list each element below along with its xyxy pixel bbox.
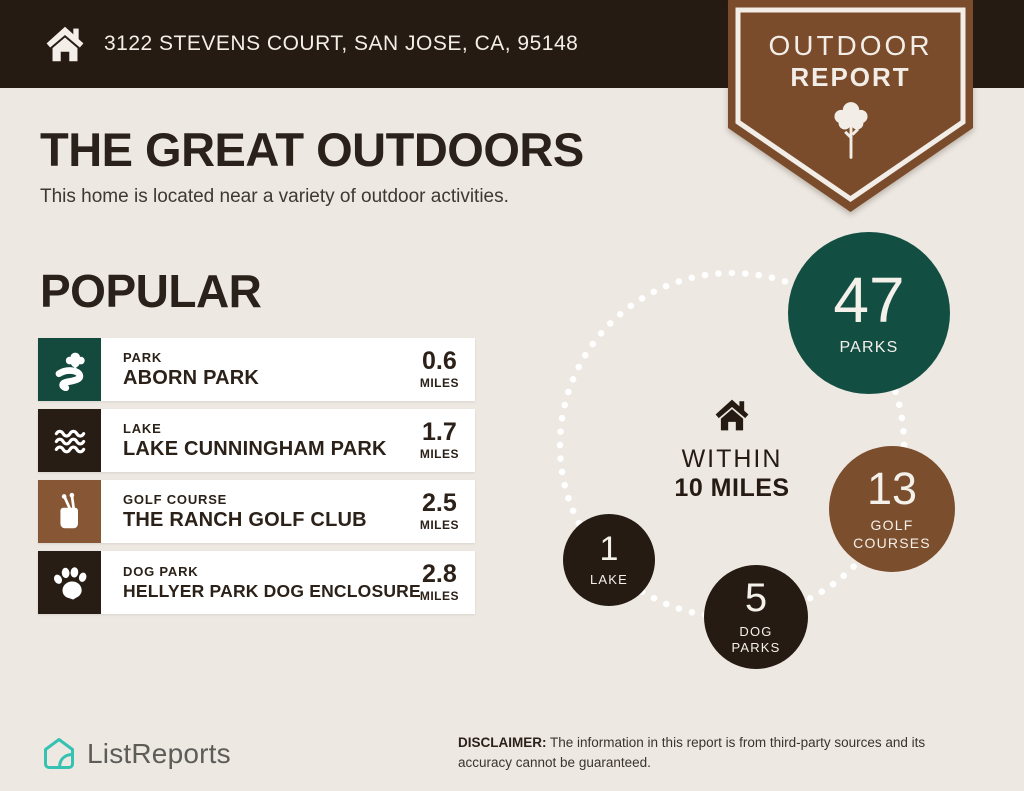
paw-icon bbox=[38, 551, 101, 614]
item-distance: 2.5 MILES bbox=[419, 489, 459, 533]
radius-center-label: WITHIN 10 MILES bbox=[632, 398, 832, 503]
disclaimer-label: DISCLAIMER: bbox=[458, 735, 547, 750]
page-title: THE GREAT OUTDOORS bbox=[40, 123, 584, 176]
list-item-golf: GOLF COURSE THE RANCH GOLF CLUB 2.5 MILE… bbox=[38, 480, 475, 543]
home-icon bbox=[46, 26, 84, 62]
item-distance: 2.8 MILES bbox=[419, 560, 459, 604]
item-distance: 1.7 MILES bbox=[419, 418, 459, 462]
bubble-golf-courses: 13 GOLF COURSES bbox=[829, 446, 955, 572]
item-category: PARK bbox=[123, 349, 163, 365]
item-name: HELLYER PARK DOG ENCLOSURE bbox=[123, 580, 421, 601]
home-icon bbox=[715, 399, 749, 431]
park-icon bbox=[38, 338, 101, 401]
tree-icon bbox=[833, 102, 868, 159]
popular-list: PARK ABORN PARK 0.6 MILES LAKE bbox=[38, 338, 475, 614]
bubble-dog-parks: 5 DOG PARKS bbox=[704, 565, 808, 669]
miles-label: 10 MILES bbox=[674, 474, 790, 502]
item-category: DOG PARK bbox=[123, 563, 199, 579]
outdoor-report-badge: OUTDOOR REPORT bbox=[728, 0, 973, 216]
item-name: LAKE CUNNINGHAM PARK bbox=[123, 437, 387, 460]
lake-waves-icon bbox=[38, 409, 101, 472]
bubble-parks: 47 PARKS bbox=[788, 232, 950, 394]
item-category: LAKE bbox=[123, 420, 162, 436]
popular-heading: POPULAR bbox=[40, 265, 262, 317]
listreports-brand: ListReports bbox=[40, 735, 231, 773]
page-subtitle: This home is located near a variety of o… bbox=[40, 186, 509, 207]
list-item-dog-park: DOG PARK HELLYER PARK DOG ENCLOSURE 2.8 … bbox=[38, 551, 475, 614]
item-name: ABORN PARK bbox=[123, 366, 260, 389]
list-item-park: PARK ABORN PARK 0.6 MILES bbox=[38, 338, 475, 401]
property-address: 3122 STEVENS COURT, SAN JOSE, CA, 95148 bbox=[104, 32, 579, 55]
item-category: GOLF COURSE bbox=[123, 491, 228, 507]
disclaimer-text: The information in this report is from t… bbox=[458, 735, 926, 771]
badge-title-line1: OUTDOOR bbox=[768, 30, 933, 61]
item-distance: 0.6 MILES bbox=[419, 347, 459, 391]
listreports-logo-icon bbox=[44, 738, 74, 769]
item-name: THE RANCH GOLF CLUB bbox=[123, 508, 367, 531]
list-item-lake: LAKE LAKE CUNNINGHAM PARK 1.7 MILES bbox=[38, 409, 475, 472]
badge-title-line2: REPORT bbox=[790, 62, 911, 92]
bubble-lake: 1 LAKE bbox=[563, 514, 655, 606]
brand-name: ListReports bbox=[87, 738, 231, 769]
within-label: WITHIN bbox=[681, 445, 783, 473]
disclaimer: DISCLAIMER: The information in this repo… bbox=[458, 733, 982, 774]
golf-bag-icon bbox=[38, 480, 101, 543]
